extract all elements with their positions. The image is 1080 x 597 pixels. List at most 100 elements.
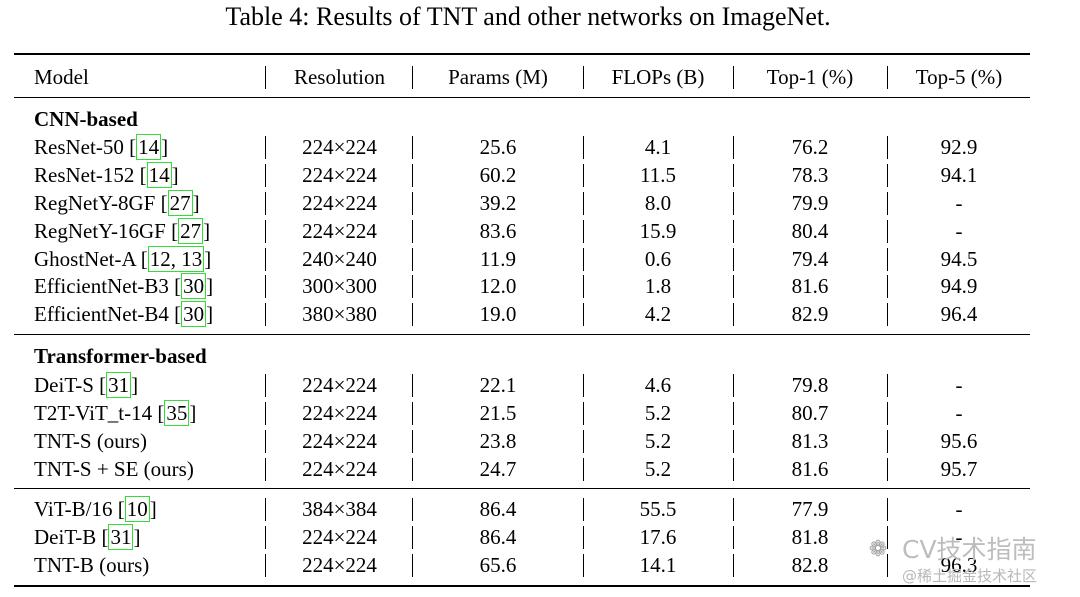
model-label: EfficientNet-B3 (34, 274, 175, 298)
column-separator (265, 303, 266, 326)
column-separator (412, 248, 413, 271)
cell-top5: 94.1 (940, 163, 978, 187)
cell-top1: 76.2 (791, 135, 829, 159)
citation-link[interactable]: 12, 13 (147, 246, 205, 272)
model-name: TNT-S (ours) (34, 427, 274, 455)
header-top5: Top-5 (%) (915, 65, 1003, 89)
cell-resolution: 224×224 (302, 373, 377, 397)
section-title: Transformer-based (14, 342, 1030, 370)
citation-link[interactable]: 31 (108, 524, 134, 550)
model-name: EfficientNet-B3 [30] (34, 273, 214, 299)
column-separator (733, 374, 734, 397)
cell-top1: 79.9 (791, 191, 829, 215)
citation-link[interactable]: 30 (181, 301, 207, 327)
column-separator (733, 458, 734, 481)
table-row: GhostNet-A [12, 13] 240×240 11.9 0.6 79.4 94.… (14, 245, 1030, 273)
column-separator (412, 66, 413, 89)
column-separator (583, 554, 584, 577)
table-row: ResNet-152 [14] 224×224 60.2 11.5 78.3 94.1 (14, 161, 1030, 189)
model-label: ResNet-152 (34, 163, 140, 187)
column-separator (583, 498, 584, 521)
column-separator (583, 402, 584, 425)
cell-resolution: 224×224 (302, 135, 377, 159)
column-separator (265, 164, 266, 187)
column-separator (265, 220, 266, 243)
cell-top1: 77.9 (791, 497, 829, 521)
column-separator (412, 374, 413, 397)
cell-flops: 55.5 (639, 497, 677, 521)
watermark-title: CV技术指南 (902, 535, 1037, 564)
cell-top5: 96.4 (940, 302, 978, 326)
column-separator (887, 248, 888, 271)
section-title: CNN-based (14, 105, 1030, 133)
cell-top5: 96.3 (940, 553, 978, 577)
citation-link[interactable]: 27 (178, 218, 204, 244)
model-name: TNT-S + SE (ours) (34, 455, 274, 483)
column-separator (412, 136, 413, 159)
cell-top5: - (955, 401, 963, 425)
cell-flops: 1.8 (644, 274, 672, 298)
cell-resolution: 300×300 (302, 274, 377, 298)
cell-top1: 81.3 (791, 429, 829, 453)
cell-flops: 5.2 (644, 457, 672, 481)
column-separator (412, 430, 413, 453)
citation-link[interactable]: 27 (167, 190, 193, 216)
column-separator (887, 220, 888, 243)
column-separator (412, 192, 413, 215)
column-separator (887, 192, 888, 215)
model-label: TNT-S + SE (ours) (34, 457, 194, 481)
header-resolution: Resolution (293, 65, 385, 89)
column-separator (887, 430, 888, 453)
cell-top1: 80.4 (791, 219, 829, 243)
column-separator (733, 192, 734, 215)
table-row: TNT-S + SE (ours) 224×224 24.7 5.2 81.6 95.7 (14, 455, 1030, 483)
cell-params: 83.6 (479, 219, 517, 243)
column-separator (265, 248, 266, 271)
model-name: RegNetY-16GF [27] (34, 218, 211, 244)
column-separator (412, 220, 413, 243)
cell-params: 86.4 (479, 497, 517, 521)
cell-params: 60.2 (479, 163, 517, 187)
citation-link[interactable]: 35 (164, 400, 190, 426)
cell-top1: 81.6 (791, 274, 829, 298)
table-row: RegNetY-8GF [27] 224×224 39.2 8.0 79.9 - (14, 189, 1030, 217)
column-separator (265, 458, 266, 481)
model-label: TNT-B (ours) (34, 553, 150, 577)
cell-top1: 80.7 (791, 401, 829, 425)
citation-link[interactable]: 31 (106, 372, 132, 398)
column-separator (887, 554, 888, 577)
header-params: Params (M) (448, 65, 548, 89)
header-flops: FLOPs (B) (611, 65, 705, 89)
column-separator (265, 402, 266, 425)
citation-link[interactable]: 14 (136, 134, 162, 160)
section-rule (14, 334, 1030, 335)
model-name: ResNet-152 [14] (34, 162, 179, 188)
column-separator (583, 136, 584, 159)
model-label: T2T-ViT_t-14 (34, 401, 158, 425)
cell-flops: 8.0 (644, 191, 672, 215)
model-label: DeiT-S (34, 373, 100, 397)
cell-params: 65.6 (479, 553, 517, 577)
table-row: T2T-ViT_t-14 [35] 224×224 21.5 5.2 80.7 - (14, 399, 1030, 427)
citation-link[interactable]: 10 (124, 496, 150, 522)
bottom-rule (14, 585, 1030, 587)
section-title-text: Transformer-based (34, 344, 207, 368)
column-separator (887, 374, 888, 397)
cell-top1: 81.8 (791, 525, 829, 549)
model-name: RegNetY-8GF [27] (34, 190, 200, 216)
cell-params: 21.5 (479, 401, 517, 425)
table-row: RegNetY-16GF [27] 224×224 83.6 15.9 80.4 - (14, 217, 1030, 245)
column-separator (733, 498, 734, 521)
cell-top1: 82.9 (791, 302, 829, 326)
column-separator (412, 402, 413, 425)
column-separator (412, 458, 413, 481)
column-separator (583, 164, 584, 187)
cell-top5: 94.5 (940, 247, 978, 271)
cell-params: 39.2 (479, 191, 517, 215)
cell-params: 24.7 (479, 457, 517, 481)
citation-link[interactable]: 14 (146, 162, 172, 188)
citation-link[interactable]: 30 (181, 273, 207, 299)
top-rule (14, 53, 1030, 55)
cell-params: 86.4 (479, 525, 517, 549)
watermark-subtitle: @稀土掘金技术社区 (902, 567, 1038, 585)
